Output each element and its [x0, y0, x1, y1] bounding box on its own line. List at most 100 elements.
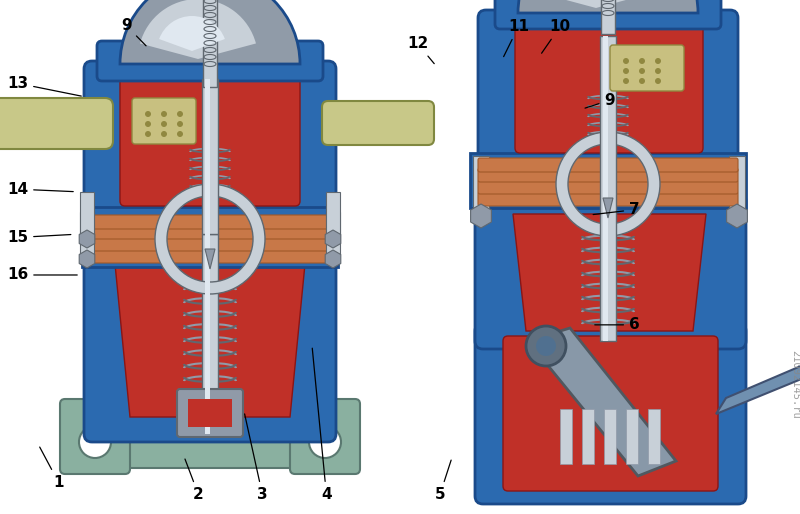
Text: 6: 6 [594, 317, 640, 333]
Bar [326, 192, 340, 234]
Circle shape [655, 78, 661, 84]
Bar [601, 0, 615, 34]
FancyBboxPatch shape [515, 21, 703, 153]
Text: 10: 10 [542, 19, 570, 53]
Circle shape [623, 58, 629, 64]
Bar [648, 409, 660, 464]
FancyBboxPatch shape [478, 10, 738, 166]
Circle shape [639, 78, 645, 84]
Text: 2: 2 [185, 459, 204, 502]
Polygon shape [603, 198, 613, 218]
Circle shape [145, 111, 151, 117]
Bar [603, 36, 608, 341]
FancyBboxPatch shape [88, 215, 332, 229]
FancyBboxPatch shape [97, 41, 323, 81]
Circle shape [623, 78, 629, 84]
FancyBboxPatch shape [478, 158, 738, 172]
Text: 4: 4 [312, 348, 332, 502]
Circle shape [177, 121, 183, 127]
Circle shape [655, 68, 661, 74]
Text: 9: 9 [585, 93, 615, 108]
Wedge shape [538, 0, 654, 8]
Circle shape [161, 111, 167, 117]
FancyBboxPatch shape [478, 180, 738, 194]
Circle shape [623, 68, 629, 74]
Circle shape [161, 131, 167, 137]
Polygon shape [513, 214, 706, 331]
Bar [326, 212, 340, 254]
Bar [600, 36, 616, 341]
FancyBboxPatch shape [88, 249, 332, 263]
Wedge shape [140, 0, 256, 59]
FancyBboxPatch shape [60, 399, 130, 474]
FancyBboxPatch shape [84, 231, 336, 442]
Circle shape [177, 131, 183, 137]
Wedge shape [159, 16, 225, 51]
Text: 11: 11 [504, 19, 529, 57]
Text: 1: 1 [40, 447, 64, 490]
Bar [188, 399, 232, 427]
Bar [202, 234, 218, 434]
Bar [626, 409, 638, 464]
Bar [729, 156, 745, 211]
Bar [205, 79, 210, 234]
Circle shape [161, 121, 167, 127]
Bar [80, 212, 94, 254]
Wedge shape [120, 0, 300, 64]
Text: 3: 3 [245, 414, 268, 502]
FancyBboxPatch shape [120, 74, 300, 206]
FancyBboxPatch shape [495, 0, 721, 29]
FancyBboxPatch shape [475, 323, 746, 504]
Bar [205, 234, 210, 434]
FancyBboxPatch shape [84, 61, 336, 217]
Text: 15: 15 [7, 230, 71, 245]
Polygon shape [716, 348, 800, 414]
FancyBboxPatch shape [478, 192, 738, 206]
Text: 14: 14 [7, 181, 74, 197]
FancyBboxPatch shape [98, 405, 322, 468]
FancyBboxPatch shape [475, 193, 746, 349]
Circle shape [536, 336, 556, 356]
Wedge shape [556, 132, 660, 236]
Text: 12: 12 [407, 36, 434, 64]
FancyBboxPatch shape [478, 168, 738, 182]
Text: 7: 7 [593, 202, 640, 217]
Circle shape [655, 58, 661, 64]
Bar [203, 0, 217, 87]
Polygon shape [205, 249, 215, 269]
Bar [82, 207, 338, 267]
FancyBboxPatch shape [610, 45, 684, 91]
Circle shape [177, 111, 183, 117]
Bar [582, 409, 594, 464]
Wedge shape [518, 0, 698, 13]
Bar [560, 409, 572, 464]
Text: 21092145.ru: 21092145.ru [790, 350, 800, 418]
Circle shape [145, 131, 151, 137]
Bar [202, 79, 218, 234]
FancyBboxPatch shape [88, 225, 332, 239]
FancyBboxPatch shape [132, 98, 196, 144]
Circle shape [639, 68, 645, 74]
Polygon shape [528, 328, 676, 476]
FancyBboxPatch shape [177, 389, 243, 437]
Bar [80, 192, 94, 234]
Text: 5: 5 [434, 460, 451, 502]
Wedge shape [155, 184, 265, 294]
Circle shape [145, 121, 151, 127]
Text: 13: 13 [7, 76, 82, 96]
Circle shape [309, 426, 341, 458]
FancyBboxPatch shape [503, 336, 718, 491]
Polygon shape [115, 264, 305, 417]
Bar [604, 409, 616, 464]
FancyBboxPatch shape [0, 98, 113, 149]
FancyBboxPatch shape [290, 399, 360, 474]
Circle shape [79, 426, 111, 458]
Circle shape [639, 58, 645, 64]
FancyBboxPatch shape [322, 101, 434, 145]
Bar [470, 153, 746, 208]
FancyBboxPatch shape [88, 237, 332, 251]
Circle shape [526, 326, 566, 366]
Bar [473, 156, 489, 211]
Text: 16: 16 [7, 267, 78, 283]
Text: 9: 9 [121, 18, 146, 46]
